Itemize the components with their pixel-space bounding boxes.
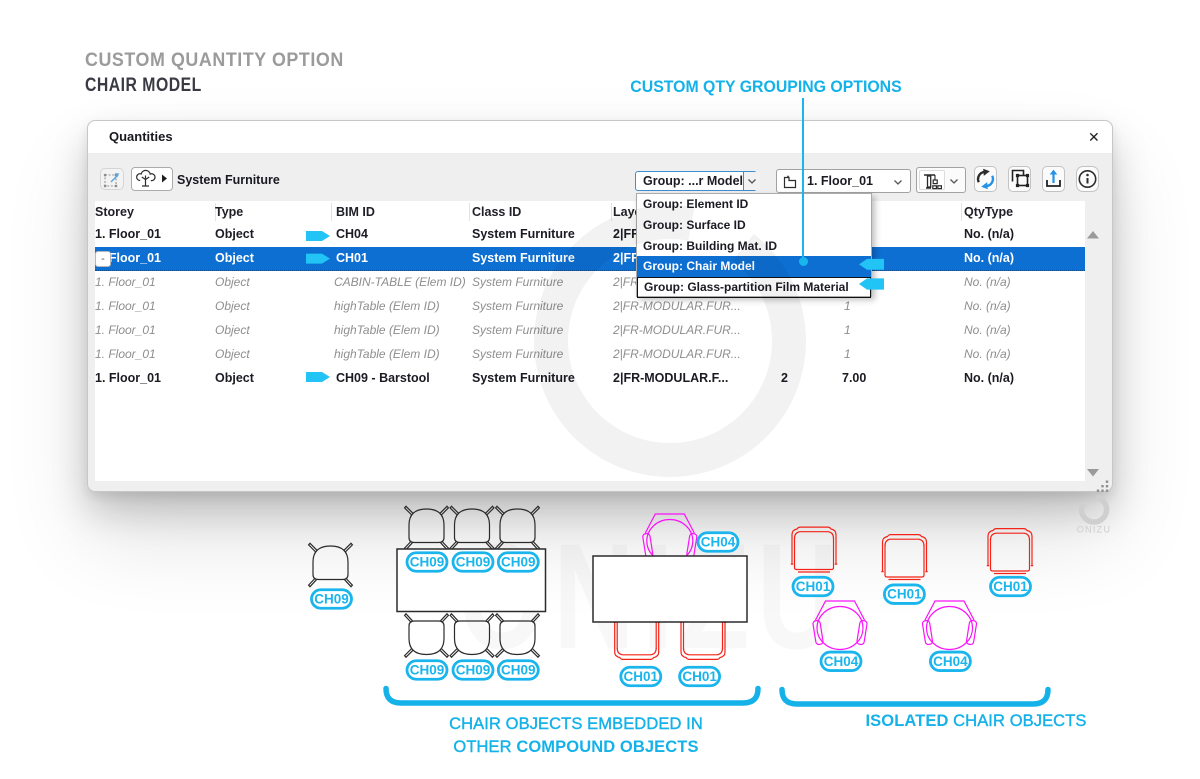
svg-text:CH04: CH04 <box>933 654 968 669</box>
svg-text:CH09: CH09 <box>501 663 536 678</box>
svg-text:CH09: CH09 <box>456 555 491 570</box>
svg-text:CH04: CH04 <box>824 654 859 669</box>
svg-text:CH01: CH01 <box>796 579 831 594</box>
svg-text:CH09: CH09 <box>501 555 536 570</box>
svg-text:ONIZU: ONIZU <box>1077 525 1112 535</box>
svg-text:CH09: CH09 <box>410 663 445 678</box>
svg-text:CH01: CH01 <box>624 669 659 684</box>
svg-text:CH01: CH01 <box>887 587 922 602</box>
svg-text:CH01: CH01 <box>682 669 717 684</box>
svg-text:CH09: CH09 <box>456 663 491 678</box>
svg-text:CH01: CH01 <box>993 579 1028 594</box>
svg-text:CH04: CH04 <box>701 535 736 550</box>
svg-text:CH09: CH09 <box>314 592 349 607</box>
svg-text:ONIZU: ONIZU <box>458 513 845 680</box>
svg-text:CH09: CH09 <box>410 555 445 570</box>
